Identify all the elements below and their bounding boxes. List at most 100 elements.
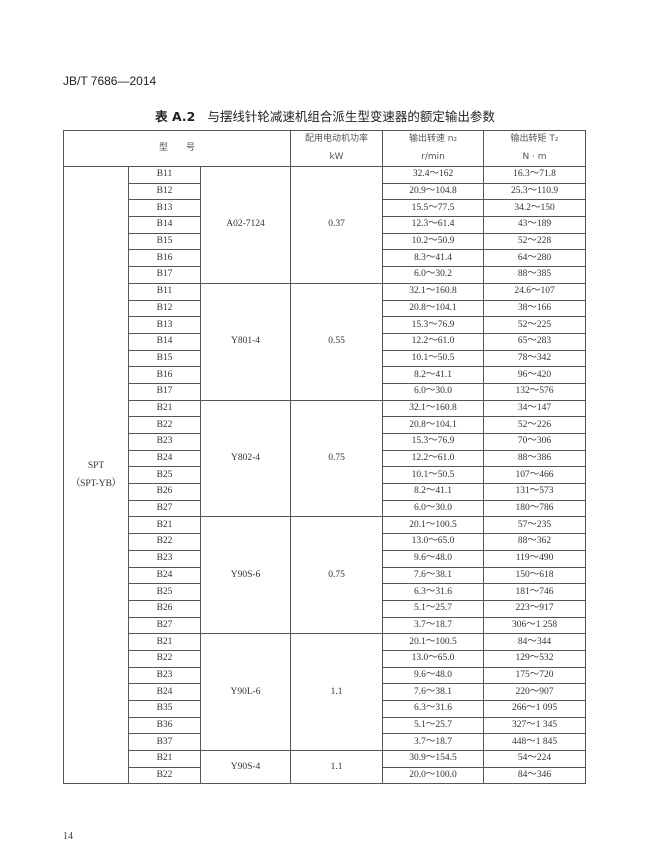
table-row: B23 9.6～48.0 175～720 xyxy=(64,666,587,685)
torque-cell: 180～786 xyxy=(483,499,587,518)
standard-number: JB/T 7686—2014 xyxy=(63,74,157,88)
torque-cell: 65～283 xyxy=(483,332,587,351)
speed-cell: 10.2～50.9 xyxy=(382,232,485,251)
model-cell: B24 xyxy=(128,683,201,701)
model-cell: B27 xyxy=(128,499,201,518)
model-cell: B21 xyxy=(128,750,201,768)
torque-cell: 52～225 xyxy=(483,316,587,334)
torque-cell: 25.3～110.9 xyxy=(483,182,587,201)
table-row: B22 20.0～100.0 84～346 xyxy=(64,766,587,785)
torque-cell: 88～386 xyxy=(483,449,587,468)
model-cell: B21 xyxy=(128,516,201,535)
model-cell: B21 xyxy=(128,399,201,418)
table-row: B14 12.3～61.4 43～189 xyxy=(64,216,587,234)
table-row: B24 7.6～38.1 150～618 xyxy=(64,566,587,585)
power-cell: 1.1 xyxy=(290,633,384,752)
speed-cell: 12.2～61.0 xyxy=(382,332,485,351)
parameters-table: 型 号 配用电动机功率 输出转速 n₂ 输出转矩 T₂ kW r/min N ·… xyxy=(62,130,587,785)
speed-cell: 8.2～41.1 xyxy=(382,366,485,384)
model-cell: B12 xyxy=(128,182,201,201)
torque-cell: 84～346 xyxy=(483,766,587,785)
torque-cell: 34～147 xyxy=(483,399,587,418)
torque-cell: 223～917 xyxy=(483,599,587,618)
torque-cell: 266～1 095 xyxy=(483,700,587,718)
header-power: 配用电动机功率 xyxy=(290,130,384,149)
torque-cell: 57～235 xyxy=(483,516,587,535)
speed-cell: 12.3～61.4 xyxy=(382,216,485,234)
speed-cell: 3.7～18.7 xyxy=(382,733,485,752)
model-cell: B36 xyxy=(128,716,201,735)
model-cell: B15 xyxy=(128,349,201,368)
torque-cell: 96～420 xyxy=(483,366,587,384)
header-torque: 输出转矩 T₂ xyxy=(483,130,587,149)
speed-cell: 13.0～65.0 xyxy=(382,649,485,668)
torque-cell: 327～1 345 xyxy=(483,716,587,735)
model-cell: B16 xyxy=(128,366,201,384)
torque-cell: 16.3～71.8 xyxy=(483,166,587,184)
torque-cell: 131～573 xyxy=(483,483,587,501)
table-row: B21 Y90S-6 0.75 20.1～100.5 57～235 xyxy=(64,516,587,635)
speed-cell: 3.7～18.7 xyxy=(382,616,485,635)
model-cell: B22 xyxy=(128,533,201,551)
table-row: B17 6.0～30.2 88～385 xyxy=(64,266,587,284)
model-cell: B22 xyxy=(128,416,201,434)
speed-cell: 32.4～162 xyxy=(382,166,485,184)
model-cell: B13 xyxy=(128,316,201,334)
model-cell: B17 xyxy=(128,266,201,284)
torque-cell: 150～618 xyxy=(483,566,587,585)
series-alt-name: （SPT-YB） xyxy=(70,479,122,490)
table-row: B17 6.0～30.0 132～576 xyxy=(64,382,587,401)
power-cell: 0.75 xyxy=(290,399,384,518)
torque-cell: 64～280 xyxy=(483,249,587,268)
model-cell: B17 xyxy=(128,382,201,401)
torque-cell: 132～576 xyxy=(483,382,587,401)
model-cell: B35 xyxy=(128,700,201,718)
speed-cell: 8.2～41.1 xyxy=(382,483,485,501)
header-speed-unit: r/min xyxy=(382,148,485,167)
model-cell: B14 xyxy=(128,332,201,351)
table-row: B25 10.1～50.5 107～466 xyxy=(64,466,587,485)
table-row: B15 10.1～50.5 78～342 xyxy=(64,349,587,368)
torque-cell: 220～907 xyxy=(483,683,587,701)
motor-cell: Y90S-4 xyxy=(199,750,292,785)
speed-cell: 20.1～100.5 xyxy=(382,633,485,651)
torque-cell: 88～362 xyxy=(483,533,587,551)
table-row: B21 Y802-4 0.75 32.1～160.8 34～147 xyxy=(64,399,587,518)
torque-cell: 34.2～150 xyxy=(483,199,587,218)
table-row: B26 8.2～41.1 131～573 xyxy=(64,483,587,501)
speed-cell: 30.9～154.5 xyxy=(382,750,485,768)
torque-cell: 181～746 xyxy=(483,583,587,601)
speed-cell: 15.3～76.9 xyxy=(382,316,485,334)
model-cell: B26 xyxy=(128,599,201,618)
model-cell: B22 xyxy=(128,649,201,668)
torque-cell: 84～344 xyxy=(483,633,587,651)
torque-cell: 70～306 xyxy=(483,433,587,451)
page-number: 14 xyxy=(63,831,73,842)
motor-cell: A02-7124 xyxy=(199,166,292,284)
model-cell: B23 xyxy=(128,549,201,568)
table-row: B12 20.9～104.8 25.3～110.9 xyxy=(64,182,587,201)
torque-cell: 88～385 xyxy=(483,266,587,284)
header-power-unit: kW xyxy=(290,148,384,167)
table-label: 表 A.2 xyxy=(155,109,196,124)
speed-cell: 15.3～76.9 xyxy=(382,433,485,451)
torque-cell: 54～224 xyxy=(483,750,587,768)
power-cell: 0.55 xyxy=(290,282,384,401)
table-row: B21 Y90S-4 1.1 30.9～154.5 54～224 xyxy=(64,750,587,785)
table-row: B13 15.3～76.9 52～225 xyxy=(64,316,587,334)
model-cell: B22 xyxy=(128,766,201,785)
model-cell: B24 xyxy=(128,449,201,468)
table-caption: 与摆线针轮减速机组合派生型变速器的额定输出参数 xyxy=(207,109,495,124)
model-cell: B23 xyxy=(128,433,201,451)
speed-cell: 6.3～31.6 xyxy=(382,700,485,718)
table-body: SPT （SPT-YB） B11 A02-7124 0.37 32.4～162 16.3～7… xyxy=(63,165,587,785)
table-row: B37 3.7～18.7 448～1 845 xyxy=(64,733,587,752)
motor-cell: Y801-4 xyxy=(199,282,292,401)
model-cell: B11 xyxy=(128,166,201,184)
torque-cell: 119～490 xyxy=(483,549,587,568)
model-cell: B26 xyxy=(128,483,201,501)
speed-cell: 20.1～100.5 xyxy=(382,516,485,535)
table-row: B22 20.8～104.1 52～226 xyxy=(64,416,587,434)
torque-cell: 52～228 xyxy=(483,232,587,251)
speed-cell: 12.2～61.0 xyxy=(382,449,485,468)
